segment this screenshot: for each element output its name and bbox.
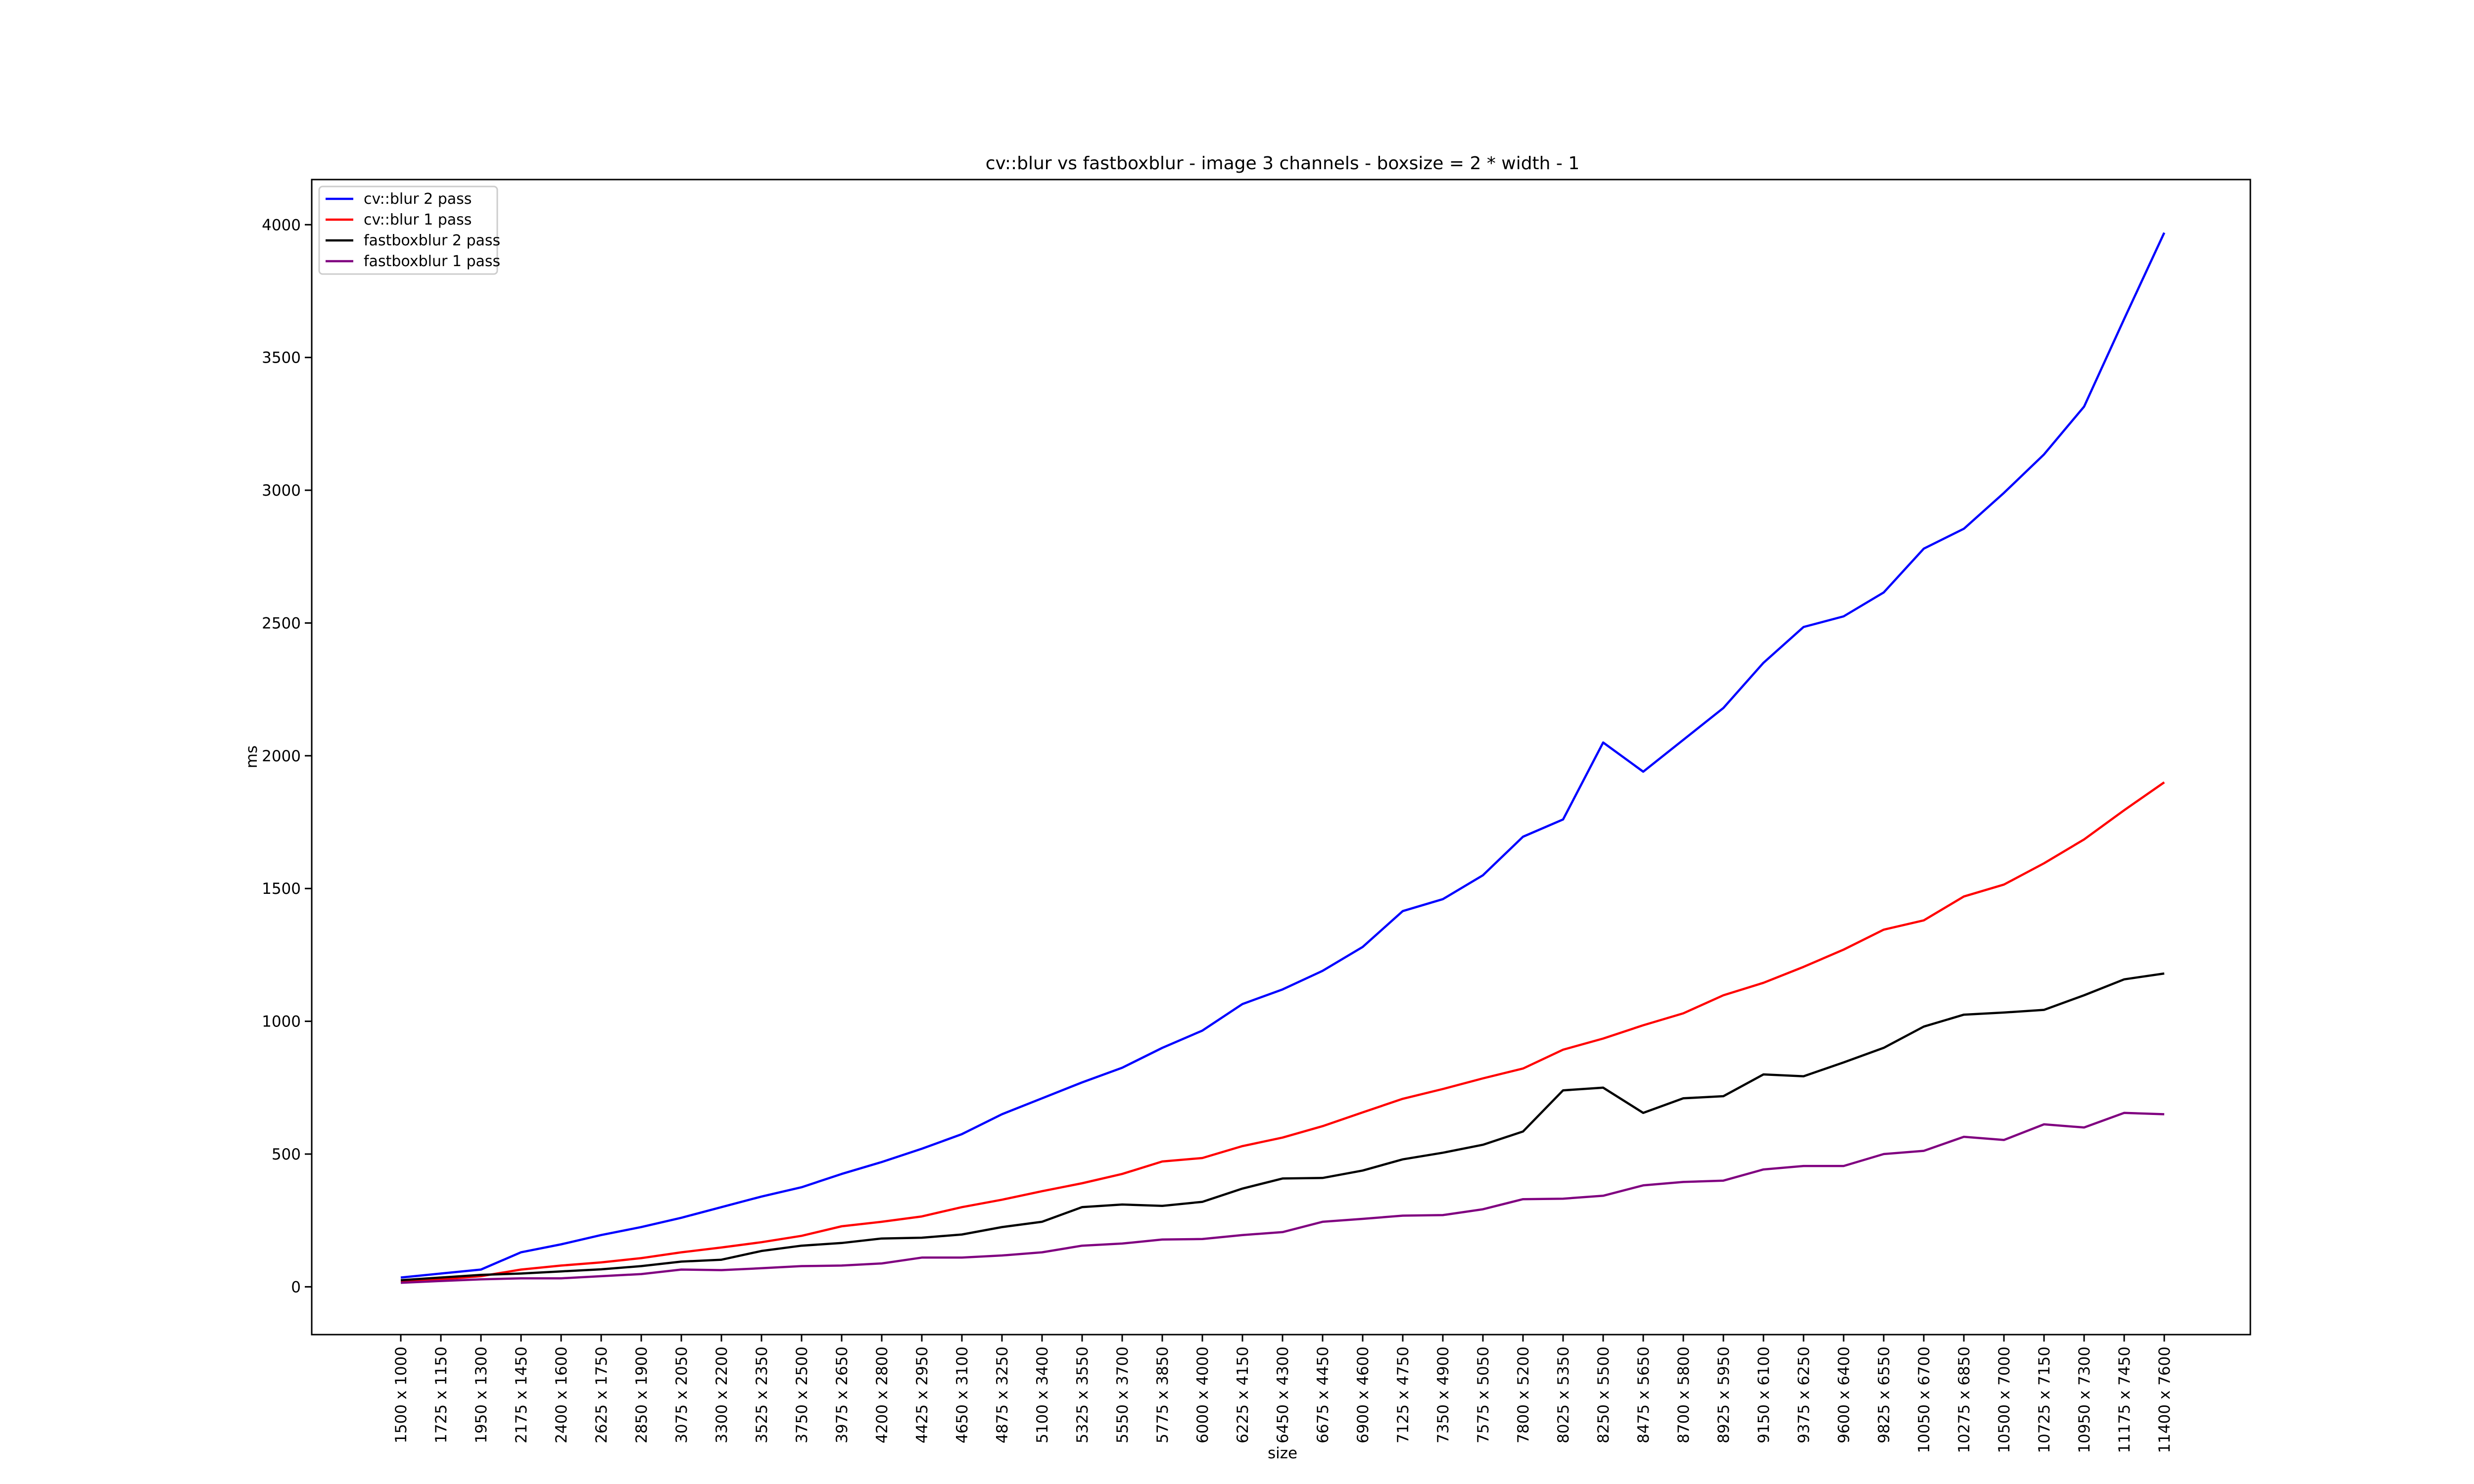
x-tick-label: 7800 x 5200 xyxy=(1515,1346,1532,1443)
y-tick-label: 1000 xyxy=(262,1013,301,1031)
y-tick-label: 1500 xyxy=(262,880,301,898)
x-tick-label: 4425 x 2950 xyxy=(913,1346,931,1443)
x-tick-label: 2850 x 1900 xyxy=(633,1346,651,1443)
x-tick-label: 4875 x 3250 xyxy=(994,1346,1011,1443)
series-line-3 xyxy=(400,1112,2165,1284)
x-tick-label: 1950 x 1300 xyxy=(473,1346,490,1443)
legend-label: fastboxblur 1 pass xyxy=(364,253,500,270)
x-tick-label: 10500 x 7000 xyxy=(1996,1346,2013,1453)
x-tick-label: 10725 x 7150 xyxy=(2036,1346,2053,1453)
x-tick-label: 11400 x 7600 xyxy=(2156,1346,2174,1453)
x-tick-label: 1500 x 1000 xyxy=(392,1346,410,1443)
series-line-0 xyxy=(400,232,2166,1279)
y-tick-label: 3000 xyxy=(262,482,301,500)
x-axis: 1500 x 1000 1725 x 1150 1950 x 1300 2175 x … xyxy=(392,1335,2174,1453)
legend-frame xyxy=(318,186,498,275)
x-tick-label: 8250 x 5500 xyxy=(1595,1346,1613,1443)
x-tick-label: 9825 x 6550 xyxy=(1875,1346,1893,1443)
x-tick-label: 10050 x 6700 xyxy=(1915,1346,1933,1453)
x-tick-label: 8475 x 5650 xyxy=(1635,1346,1653,1443)
x-tick-label: 8700 x 5800 xyxy=(1675,1346,1693,1443)
legend-label: cv::blur 2 pass xyxy=(364,190,472,208)
x-tick-label: 3075 x 2050 xyxy=(673,1346,691,1443)
x-tick-label: 5325 x 3550 xyxy=(1074,1346,1092,1443)
y-tick-label: 2500 xyxy=(262,614,301,632)
x-tick-label: 2400 x 1600 xyxy=(553,1346,571,1443)
y-tick-label: 0 xyxy=(291,1278,301,1296)
plot-area xyxy=(311,179,2251,1336)
legend-label: cv::blur 1 pass xyxy=(364,211,472,229)
x-tick-label: 11175 x 7450 xyxy=(2116,1346,2134,1453)
chart-title: cv::blur vs fastboxblur - image 3 channe… xyxy=(986,153,1580,174)
legend-label: fastboxblur 2 pass xyxy=(364,232,500,249)
x-tick-label: 7350 x 4900 xyxy=(1434,1346,1452,1443)
x-tick-label: 9150 x 6100 xyxy=(1755,1346,1773,1443)
y-axis-label: ms xyxy=(243,745,261,768)
x-tick-label: 9600 x 6400 xyxy=(1835,1346,1853,1443)
x-tick-label: 5775 x 3850 xyxy=(1154,1346,1172,1443)
y-tick-label: 3500 xyxy=(262,349,301,367)
x-tick-label: 10950 x 7300 xyxy=(2076,1346,2093,1453)
series-line-2 xyxy=(400,972,2165,1282)
x-tick-label: 3300 x 2200 xyxy=(713,1346,731,1443)
x-tick-label: 2625 x 1750 xyxy=(593,1346,611,1443)
x-axis-label: size xyxy=(1268,1444,1297,1462)
x-tick-label: 6900 x 4600 xyxy=(1354,1346,1372,1443)
x-tick-label: 4200 x 2800 xyxy=(873,1346,891,1443)
x-tick-label: 3750 x 2500 xyxy=(793,1346,811,1443)
x-tick-label: 6000 x 4000 xyxy=(1194,1346,1212,1443)
x-tick-label: 8025 x 5350 xyxy=(1555,1346,1572,1443)
x-tick-label: 2175 x 1450 xyxy=(513,1346,530,1443)
x-tick-label: 5100 x 3400 xyxy=(1034,1346,1051,1443)
x-tick-label: 7575 x 5050 xyxy=(1475,1346,1492,1443)
x-tick-label: 5550 x 3700 xyxy=(1114,1346,1132,1443)
series-line-1 xyxy=(400,781,2165,1283)
x-tick-label: 8925 x 5950 xyxy=(1715,1346,1733,1443)
x-tick-label: 1725 x 1150 xyxy=(432,1346,450,1443)
x-tick-label: 6225 x 4150 xyxy=(1234,1346,1252,1443)
y-axis: 0 500 1000 1500 2000 2500 3000 3500 4000 xyxy=(262,216,312,1296)
y-tick-label: 2000 xyxy=(262,747,301,765)
x-tick-label: 9375 x 6250 xyxy=(1795,1346,1813,1443)
x-tick-label: 4650 x 3100 xyxy=(953,1346,971,1443)
x-tick-label: 3975 x 2650 xyxy=(833,1346,851,1443)
x-tick-label: 7125 x 4750 xyxy=(1394,1346,1412,1443)
x-tick-label: 10275 x 6850 xyxy=(1955,1346,1973,1453)
y-tick-label: 500 xyxy=(272,1146,301,1163)
y-tick-label: 4000 xyxy=(262,216,301,234)
x-tick-label: 6675 x 4450 xyxy=(1314,1346,1332,1443)
x-tick-label: 6450 x 4300 xyxy=(1274,1346,1292,1443)
series-layer xyxy=(400,232,2166,1284)
x-tick-label: 3525 x 2350 xyxy=(753,1346,771,1443)
